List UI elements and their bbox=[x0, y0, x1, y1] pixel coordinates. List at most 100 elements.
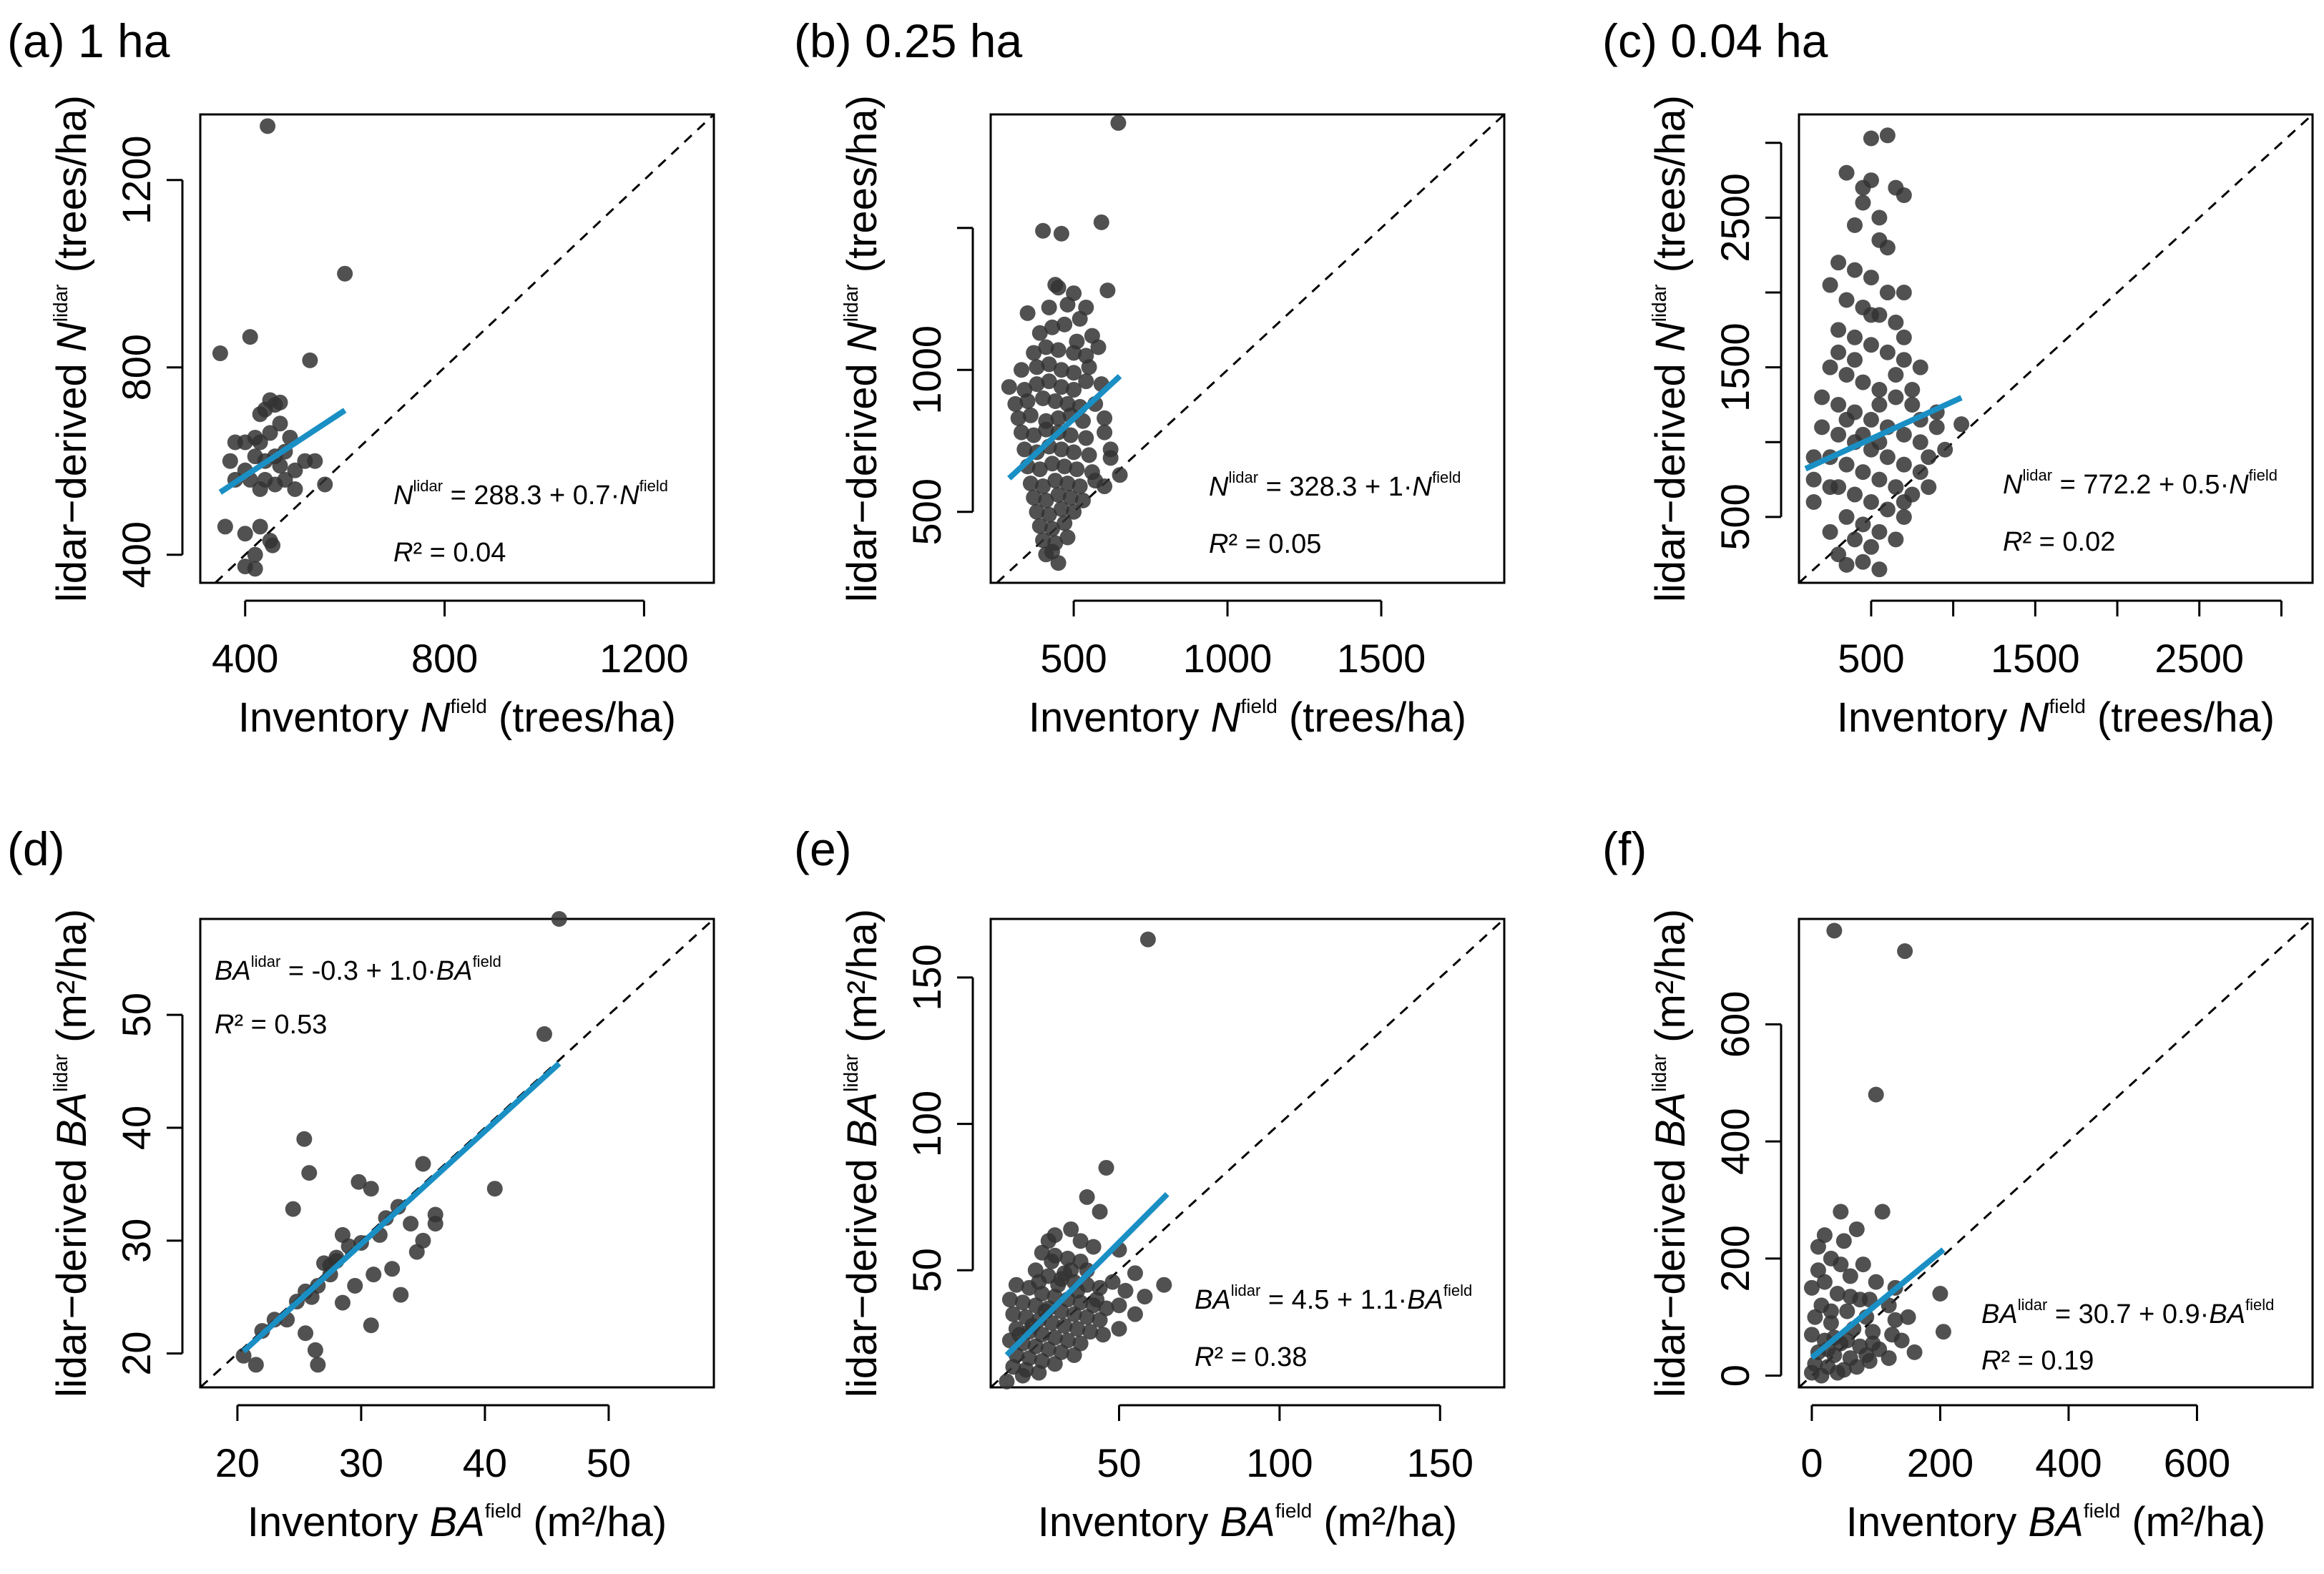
data-point bbox=[252, 481, 268, 497]
y-tick-label: 50 bbox=[114, 993, 159, 1037]
data-point bbox=[242, 329, 258, 345]
y-tick-label: 1000 bbox=[904, 325, 949, 415]
data-point bbox=[1881, 1297, 1897, 1314]
y-tick-label: 500 bbox=[904, 478, 949, 545]
y-tick-label: 200 bbox=[1712, 1225, 1757, 1292]
data-point bbox=[427, 1216, 443, 1232]
data-point bbox=[1846, 262, 1863, 278]
data-point bbox=[287, 462, 303, 478]
data-point bbox=[1921, 449, 1937, 466]
data-point bbox=[1098, 1159, 1114, 1176]
data-point bbox=[1888, 479, 1904, 496]
scatter-points bbox=[212, 118, 353, 577]
data-point bbox=[1863, 270, 1879, 286]
data-point bbox=[1935, 1324, 1951, 1340]
data-point bbox=[1156, 1277, 1172, 1293]
data-point bbox=[415, 1156, 431, 1172]
data-point bbox=[1803, 1327, 1820, 1343]
data-point bbox=[1807, 1309, 1823, 1325]
data-point bbox=[1858, 1347, 1875, 1363]
data-point bbox=[1053, 441, 1069, 458]
data-point bbox=[1093, 214, 1109, 230]
data-point bbox=[1079, 1189, 1095, 1205]
data-point bbox=[1016, 441, 1033, 458]
x-axis-label: Inventory Nfield (trees/ha) bbox=[1029, 694, 1466, 741]
data-point bbox=[296, 1131, 313, 1147]
data-point bbox=[1066, 365, 1082, 381]
x-tick-label: 400 bbox=[212, 636, 278, 681]
data-point bbox=[1830, 322, 1847, 338]
data-point bbox=[1044, 543, 1060, 560]
x-tick-label: 150 bbox=[1407, 1440, 1474, 1485]
data-point bbox=[1053, 225, 1069, 242]
x-tick-label: 40 bbox=[463, 1440, 507, 1485]
data-point bbox=[272, 415, 288, 432]
data-point bbox=[1038, 492, 1054, 508]
data-point bbox=[1863, 307, 1879, 323]
data-point bbox=[262, 425, 278, 441]
data-point bbox=[1863, 130, 1879, 147]
regression-equation: Nlidar = 288.3 + 0.7·Nfield bbox=[393, 477, 668, 511]
data-point bbox=[1839, 1303, 1855, 1319]
data-point bbox=[307, 453, 323, 469]
x-tick-label: 50 bbox=[587, 1440, 631, 1485]
data-point bbox=[1846, 329, 1863, 345]
data-point bbox=[1040, 1341, 1056, 1357]
data-point bbox=[1879, 344, 1896, 360]
data-point bbox=[1035, 532, 1051, 549]
data-point bbox=[1846, 486, 1863, 503]
one-to-one-line bbox=[214, 113, 715, 584]
data-point bbox=[1846, 531, 1863, 548]
data-point bbox=[1069, 1321, 1086, 1337]
data-point bbox=[1066, 1306, 1082, 1322]
panel-title: (a) 1 ha bbox=[7, 14, 170, 67]
data-point bbox=[1007, 395, 1024, 412]
data-point bbox=[1855, 179, 1871, 196]
regression-line bbox=[241, 1061, 562, 1354]
data-point bbox=[1855, 464, 1871, 481]
x-tick-label: 600 bbox=[2164, 1440, 2230, 1485]
data-point bbox=[257, 401, 273, 418]
y-tick-label: 400 bbox=[1712, 1108, 1757, 1174]
data-point bbox=[1893, 1332, 1910, 1349]
x-tick-label: 2500 bbox=[2154, 636, 2244, 681]
data-point bbox=[1001, 379, 1017, 395]
data-point bbox=[1027, 1338, 1044, 1354]
regression-equation: Nlidar = 772.2 + 0.5·Nfield bbox=[2003, 466, 2278, 500]
y-tick-label: 500 bbox=[1712, 483, 1757, 550]
data-point bbox=[247, 546, 263, 563]
data-point bbox=[1041, 373, 1057, 390]
data-point bbox=[1053, 362, 1069, 378]
data-point bbox=[334, 1294, 350, 1311]
data-point bbox=[1838, 292, 1855, 308]
y-axis-label: lidar−derived Nlidar (trees/ha) bbox=[49, 95, 95, 602]
data-point bbox=[1879, 240, 1896, 256]
data-point bbox=[1896, 285, 1912, 301]
data-point bbox=[302, 352, 318, 368]
data-point bbox=[1810, 1262, 1826, 1279]
data-point bbox=[1031, 325, 1048, 341]
data-point bbox=[1830, 344, 1847, 360]
data-point bbox=[1896, 187, 1912, 204]
regression-equation: Nlidar = 328.3 + 1·Nfield bbox=[1209, 468, 1461, 502]
data-point bbox=[1022, 476, 1039, 492]
data-point bbox=[1050, 342, 1067, 358]
x-tick-label: 30 bbox=[339, 1440, 383, 1485]
panel-d: (d) 20 30 40 50 20 30 40 50 Inventory BAfield (m²… bbox=[7, 822, 715, 1545]
r-squared-label: R² = 0.05 bbox=[1209, 529, 1321, 559]
data-point bbox=[1081, 359, 1097, 375]
data-point bbox=[536, 1025, 552, 1042]
x-axis-label: Inventory BAfield (m²/ha) bbox=[1846, 1499, 2265, 1545]
data-point bbox=[347, 1277, 363, 1294]
data-point bbox=[999, 1373, 1015, 1389]
data-point bbox=[1842, 1268, 1858, 1284]
data-point bbox=[272, 458, 288, 474]
data-point bbox=[1855, 516, 1871, 533]
data-point bbox=[1047, 393, 1064, 409]
data-point bbox=[1056, 316, 1073, 333]
data-point bbox=[1835, 1233, 1852, 1249]
panel-a: (a) 1 ha 400 800 1200 400 800 1200 Inventory Nf… bbox=[7, 14, 715, 741]
data-point bbox=[1896, 493, 1912, 510]
x-tick-label: 20 bbox=[215, 1440, 260, 1485]
data-point bbox=[1117, 1282, 1134, 1299]
